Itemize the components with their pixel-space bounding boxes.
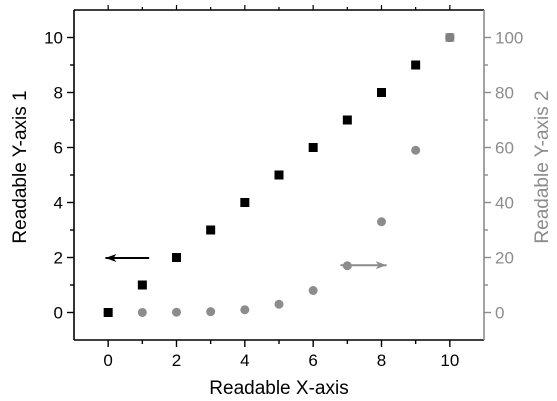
y2-tick-label: 100: [495, 29, 523, 48]
y-tick-label: 10: [44, 29, 63, 48]
data-point-y2: [240, 305, 250, 315]
arrow-left-head: [105, 254, 117, 262]
data-point-y2: [137, 307, 147, 317]
data-point-y2: [411, 145, 421, 155]
data-point-y1: [342, 115, 352, 125]
data-point-y1: [240, 198, 250, 207]
y2-tick-label: 60: [495, 139, 514, 158]
y2-tick-label: 0: [495, 304, 504, 323]
data-point-y2: [377, 217, 386, 227]
y-axis-1-label: Readable Y-axis 1: [10, 90, 31, 243]
x-tick-label: 0: [103, 351, 112, 370]
data-point-y2: [274, 299, 284, 309]
arrow-right-head: [375, 261, 387, 270]
y2-tick-label: 80: [495, 84, 514, 103]
data-point-y1: [206, 225, 216, 235]
y-tick-label: 0: [54, 304, 63, 323]
data-point-y1: [274, 170, 284, 180]
data-point-y2: [445, 33, 455, 42]
data-point-y1: [103, 308, 113, 317]
data-point-y1: [172, 253, 181, 262]
x-tick-label: 2: [172, 351, 181, 370]
data-point-y1: [411, 60, 421, 70]
x-tick-label: 8: [377, 351, 386, 370]
x-tick-label: 10: [440, 351, 459, 370]
data-point-y1: [377, 88, 386, 97]
y-tick-label: 8: [54, 84, 63, 103]
x-axis-label: Readable X-axis: [209, 378, 348, 399]
data-point-y2: [308, 286, 318, 295]
data-point-y2: [172, 307, 181, 317]
y-tick-label: 6: [54, 139, 63, 158]
data-point-y2: [206, 307, 216, 317]
y2-tick-label: 20: [495, 249, 514, 268]
y2-tick-label: 40: [495, 194, 514, 213]
y-tick-label: 2: [54, 249, 63, 268]
data-point-y1: [137, 280, 147, 290]
x-tick-label: 6: [308, 351, 317, 370]
data-point-y1: [308, 143, 318, 152]
x-tick-label: 4: [240, 351, 249, 370]
y-axis-2-label: Readable Y-axis 2: [532, 90, 553, 243]
y-tick-label: 4: [54, 194, 63, 213]
